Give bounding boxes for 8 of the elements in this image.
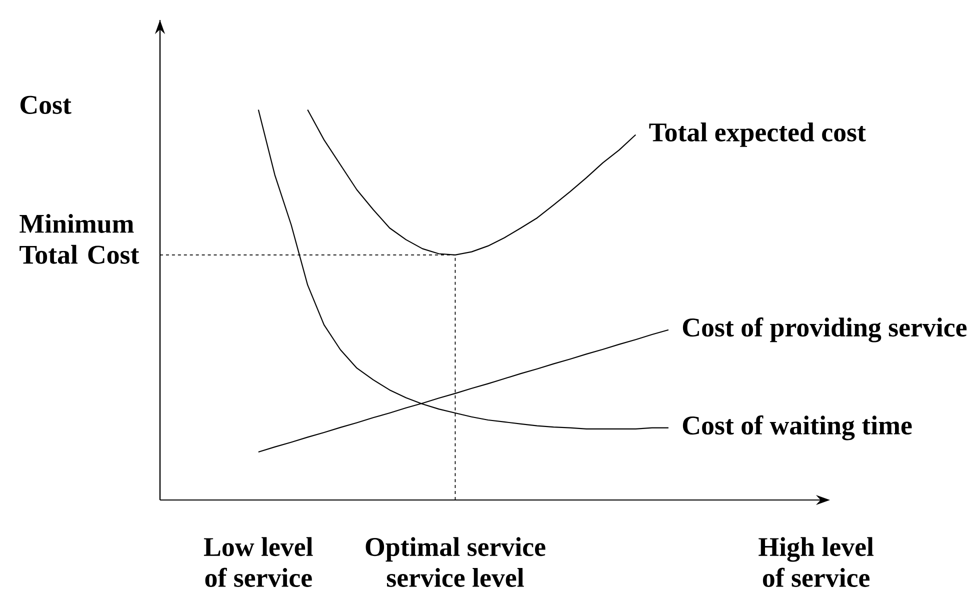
series-label: Cost of waiting time (682, 415, 912, 440)
y-axis-title: Cost (20, 96, 72, 114)
series-label: Cost of providing service (682, 317, 967, 342)
x-tick-label: High level of service (758, 537, 874, 587)
x-tick-label: Low level of service (204, 537, 313, 587)
x-tick-label: Optimal service service level (366, 537, 546, 587)
series-label: Total expected cost (649, 122, 866, 147)
ref-line-label: Minimum Total Cost (20, 214, 140, 264)
